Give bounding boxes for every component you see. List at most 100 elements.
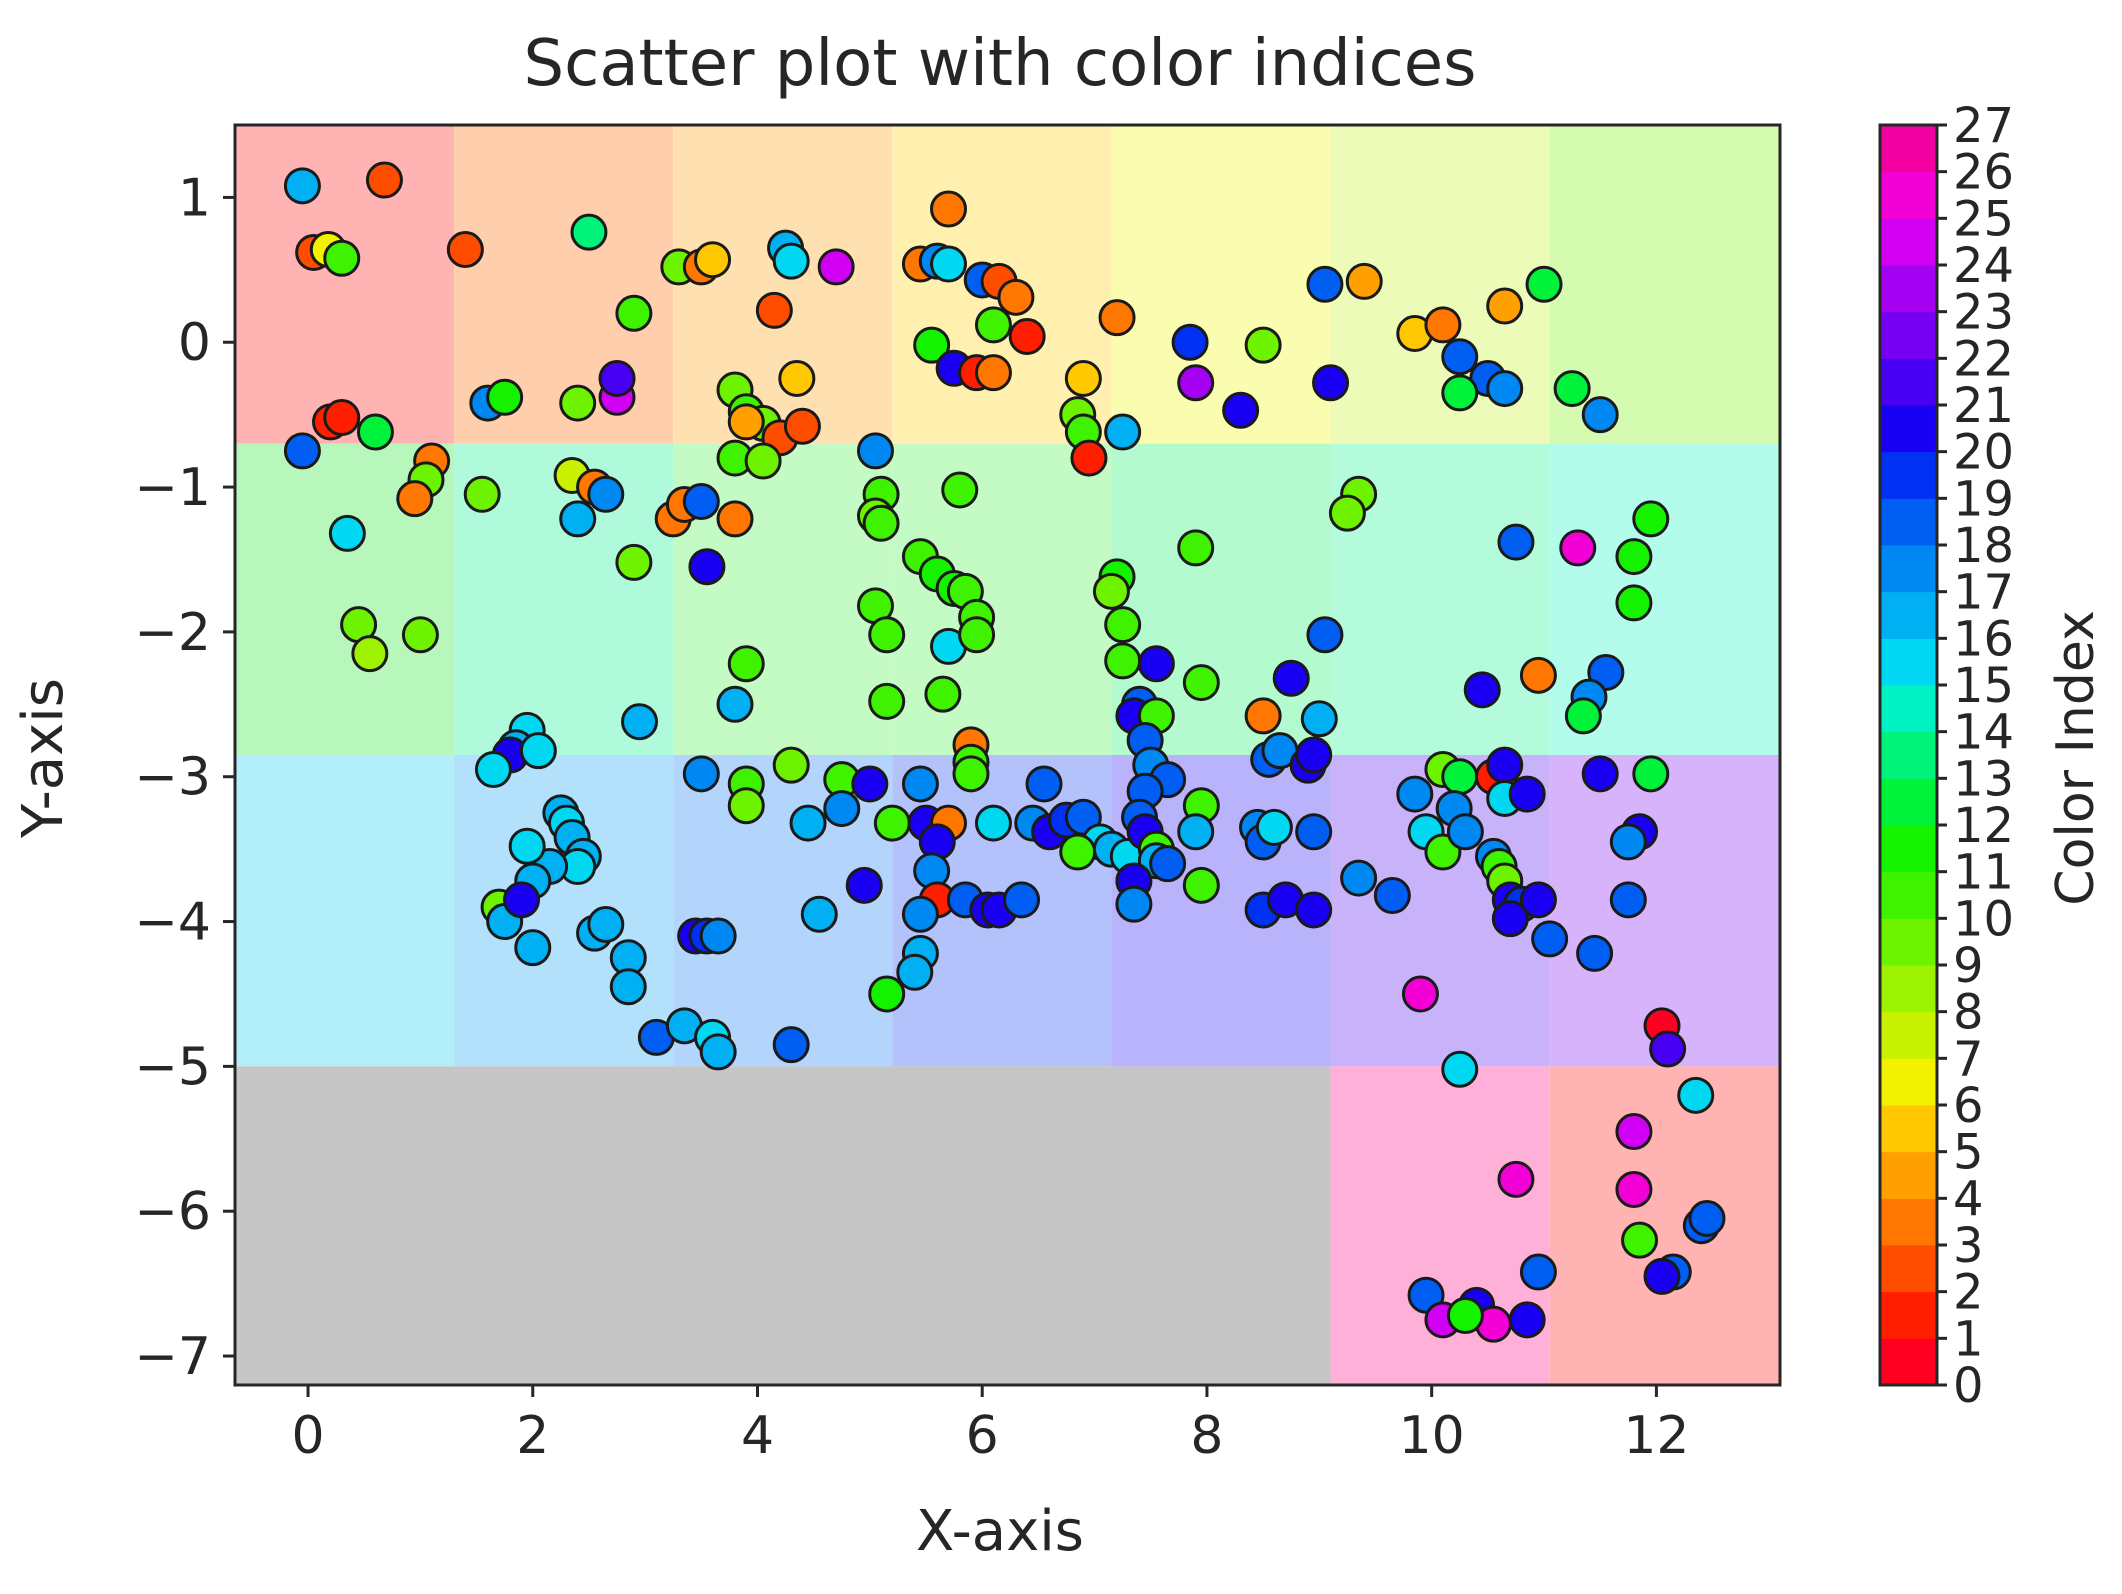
background-region-4: [1111, 125, 1331, 444]
data-point-80: [716, 500, 754, 538]
colorbar-segment-26: [1880, 125, 1937, 173]
data-point-117: [1306, 616, 1344, 654]
colorbar-segment-11: [1880, 825, 1937, 873]
y-tick-label-2: −1: [134, 458, 211, 518]
data-point-15: [930, 245, 968, 283]
x-tick-label-2: 4: [741, 1406, 774, 1466]
colorbar-segment-2: [1880, 1245, 1937, 1293]
data-point-200: [1446, 813, 1484, 851]
colorbar-tick-label-25: 25: [1953, 191, 2014, 247]
data-point-48: [486, 378, 524, 416]
data-point-141: [772, 746, 810, 784]
colorbar-segment-19: [1880, 451, 1937, 499]
colorbar-tick-label-1: 1: [1953, 1311, 1984, 1367]
data-point-221: [1340, 859, 1378, 897]
data-point-238: [800, 895, 838, 933]
x-tick-label-6: 12: [1623, 1406, 1689, 1466]
y-axis-label: Y-axis: [11, 678, 76, 839]
data-point-40: [1177, 364, 1215, 402]
colorbar-segment-1: [1880, 1291, 1937, 1339]
data-point-174: [508, 827, 546, 865]
data-point-259: [1621, 1221, 1659, 1259]
data-point-148: [1025, 765, 1063, 803]
colorbar-segment-9: [1880, 918, 1937, 966]
data-point-186: [1059, 833, 1097, 871]
data-point-89: [1497, 523, 1535, 561]
colorbar-segment-4: [1880, 1151, 1937, 1199]
x-tick-label-3: 6: [966, 1406, 999, 1466]
colorbar-tick-label-9: 9: [1953, 938, 1984, 994]
chart-title: Scatter plot with color indices: [524, 27, 1477, 101]
data-point-146: [851, 765, 889, 803]
colorbar-tick-label-7: 7: [1953, 1031, 1984, 1087]
data-point-232: [503, 881, 541, 919]
data-point-270: [1519, 1253, 1557, 1291]
x-tick-label-0: 0: [291, 1406, 324, 1466]
background-region-2: [673, 125, 893, 444]
data-point-27: [1306, 265, 1344, 303]
data-point-123: [868, 682, 906, 720]
colorbar-tick-label-18: 18: [1953, 518, 2014, 574]
y-tick-label-1: 0: [178, 313, 211, 373]
y-tick-label-5: −4: [134, 893, 211, 953]
data-point-147: [901, 765, 939, 803]
data-point-73: [587, 475, 625, 513]
colorbar-tick-label-12: 12: [1953, 798, 2014, 854]
data-point-55: [778, 359, 816, 397]
data-point-271: [1446, 1296, 1484, 1334]
y-tick-label-7: −6: [134, 1182, 211, 1242]
data-point-77: [682, 483, 720, 521]
colorbar-segment-14: [1880, 685, 1937, 733]
x-tick-label-4: 8: [1190, 1406, 1223, 1466]
data-point-90: [1559, 529, 1597, 567]
data-point-6: [570, 213, 608, 251]
data-point-44: [1486, 370, 1524, 408]
data-point-213: [1003, 881, 1041, 919]
data-point-65: [1104, 413, 1142, 451]
colorbar-tick-label-19: 19: [1953, 471, 2014, 527]
colorbar-tick-label-24: 24: [1953, 238, 2014, 294]
data-point-112: [727, 645, 765, 683]
background-region-21: [235, 1066, 1331, 1385]
data-point-93: [1177, 529, 1215, 567]
data-point-102: [1092, 572, 1130, 610]
data-point-113: [1104, 642, 1142, 680]
data-point-131: [1244, 697, 1282, 735]
data-point-237: [609, 968, 647, 1006]
data-point-226: [1491, 900, 1529, 938]
data-point-88: [1328, 494, 1366, 532]
data-point-92: [1615, 538, 1653, 576]
data-point-30: [1424, 306, 1462, 344]
colorbar-tick-label-26: 26: [1953, 145, 2014, 201]
data-point-45: [1553, 370, 1591, 408]
colorbar-tick-label-5: 5: [1953, 1125, 1984, 1181]
colorbar-segment-17: [1880, 545, 1937, 593]
data-point-104: [1615, 584, 1653, 622]
data-point-166: [1632, 755, 1670, 793]
data-point-233: [514, 929, 552, 967]
data-point-67: [856, 432, 894, 470]
background-region-10: [892, 443, 1112, 755]
data-point-176: [823, 790, 861, 828]
data-point-197: [1295, 813, 1333, 851]
colorbar-tick-label-11: 11: [1953, 845, 2014, 901]
colorbar-tick-label-0: 0: [1953, 1358, 1984, 1414]
data-point-165: [1581, 755, 1619, 793]
data-point-95: [688, 548, 726, 586]
y-tick-label-0: 1: [178, 168, 211, 228]
data-point-180: [974, 804, 1012, 842]
data-point-1: [365, 161, 403, 199]
data-point-144: [727, 787, 765, 825]
data-point-118: [1463, 671, 1501, 709]
colorbar-segment-6: [1880, 1058, 1937, 1106]
data-point-132: [1300, 700, 1338, 738]
colorbar-tick-label-2: 2: [1953, 1265, 1984, 1321]
x-axis-ticks: 0 2 4 6 8 10 12: [291, 1385, 1689, 1466]
data-point-38: [974, 354, 1012, 392]
background-region-14: [235, 755, 455, 1067]
data-point-164: [1508, 775, 1546, 813]
data-point-21: [615, 294, 653, 332]
data-point-0: [283, 167, 321, 205]
data-point-28: [1345, 262, 1383, 300]
